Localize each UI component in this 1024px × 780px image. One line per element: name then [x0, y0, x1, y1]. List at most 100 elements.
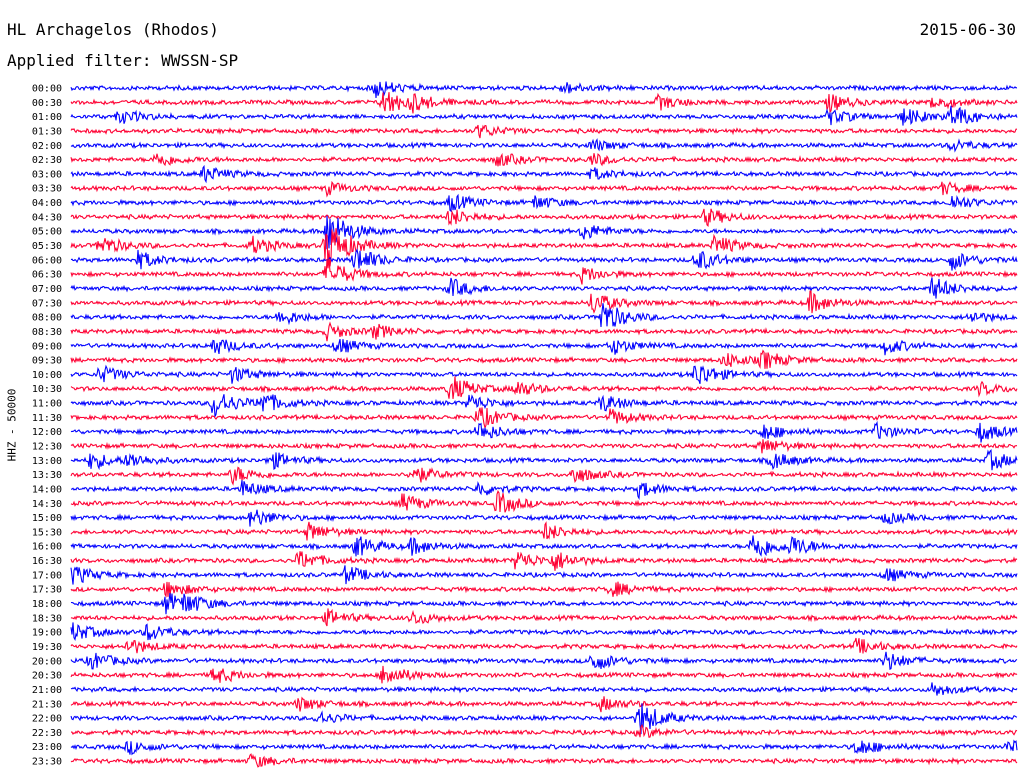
time-tick-label: 11:00: [32, 399, 62, 410]
trace-line: [70, 180, 1018, 198]
time-tick-label: 06:30: [32, 270, 62, 281]
time-tick-labels: 00:00 00:30 01:00 01:30 02:00 02:30 03:00 03:30…: [32, 84, 62, 768]
time-tick-label: 03:00: [32, 169, 62, 180]
trace-line: [70, 665, 1018, 684]
trace-line: [70, 248, 1018, 271]
trace-line: [70, 608, 1018, 627]
trace-line: [70, 228, 1018, 267]
trace-line: [70, 565, 1018, 585]
trace-line: [70, 164, 1018, 184]
time-tick-label: 05:00: [32, 227, 62, 238]
trace-line: [70, 193, 1018, 213]
time-tick-label: 10:00: [32, 370, 62, 381]
trace-line: [70, 258, 1018, 285]
time-tick-label: 08:00: [32, 313, 62, 324]
trace-line: [70, 696, 1018, 713]
trace-line: [70, 753, 1018, 768]
time-tick-label: 23:30: [32, 757, 62, 768]
seismogram-traces: [70, 81, 1018, 768]
time-tick-label: 18:00: [32, 599, 62, 610]
time-tick-label: 00:30: [32, 98, 62, 109]
time-tick-label: 14:30: [32, 499, 62, 510]
trace-line: [70, 208, 1018, 227]
trace-line: [70, 651, 1018, 670]
trace-line: [70, 364, 1018, 384]
trace-line: [70, 739, 1018, 756]
trace-line: [70, 551, 1018, 571]
trace-line: [70, 124, 1017, 139]
trace-line: [70, 215, 1018, 250]
time-tick-label: 00:00: [32, 84, 62, 95]
time-tick-label: 10:30: [32, 384, 62, 395]
time-tick-label: 15:30: [32, 527, 62, 538]
trace-line: [70, 622, 1018, 641]
time-tick-label: 14:00: [32, 484, 62, 495]
trace-line: [70, 581, 1018, 599]
trace-line: [70, 521, 1018, 541]
time-tick-label: 12:30: [32, 442, 62, 453]
time-tick-label: 17:00: [32, 570, 62, 581]
trace-line: [70, 105, 1018, 126]
time-tick-label: 16:00: [32, 542, 62, 553]
trace-line: [70, 81, 1018, 99]
trace-line: [70, 420, 1018, 443]
trace-line: [70, 338, 1018, 356]
trace-line: [70, 303, 1018, 328]
time-tick-label: 19:00: [32, 628, 62, 639]
time-tick-label: 15:00: [32, 513, 62, 524]
time-tick-label: 01:00: [32, 112, 62, 123]
time-tick-label: 12:00: [32, 427, 62, 438]
trace-line: [70, 490, 1018, 513]
time-tick-label: 22:30: [32, 728, 62, 739]
trace-line: [71, 723, 1018, 738]
time-tick-label: 20:00: [32, 656, 62, 667]
time-tick-label: 04:30: [32, 212, 62, 223]
time-tick-label: 07:00: [32, 284, 62, 295]
trace-line: [70, 592, 1018, 615]
time-tick-label: 09:30: [32, 356, 62, 367]
time-tick-label: 04:00: [32, 198, 62, 209]
time-tick-label: 09:00: [32, 341, 62, 352]
trace-line: [70, 407, 1018, 430]
trace-line: [70, 439, 1018, 454]
time-tick-label: 17:30: [32, 585, 62, 596]
time-tick-label: 13:30: [32, 470, 62, 481]
time-tick-label: 16:30: [32, 556, 62, 567]
filter-label: Applied filter: WWSSN-SP: [7, 51, 239, 70]
time-tick-label: 01:30: [32, 126, 62, 137]
time-tick-label: 03:30: [32, 184, 62, 195]
trace-line: [70, 321, 1018, 342]
time-tick-label: 19:30: [32, 642, 62, 653]
trace-line: [70, 138, 1018, 153]
time-tick-label: 02:30: [32, 155, 62, 166]
time-tick-label: 02:00: [32, 141, 62, 152]
trace-line: [70, 535, 1018, 557]
date-label: 2015-06-30: [919, 20, 1016, 39]
time-tick-label: 07:30: [32, 298, 62, 309]
trace-line: [70, 703, 1018, 735]
trace-line: [70, 394, 1018, 417]
trace-line: [70, 92, 1018, 114]
time-tick-label: 20:30: [32, 671, 62, 682]
time-tick-label: 08:30: [32, 327, 62, 338]
time-tick-label: 13:00: [32, 456, 62, 467]
trace-line: [70, 509, 1018, 527]
trace-line: [70, 449, 1018, 471]
trace-line: [70, 349, 1018, 370]
station-title: HL Archagelos (Rhodos): [7, 20, 219, 39]
trace-line: [70, 152, 1018, 167]
time-tick-label: 21:00: [32, 685, 62, 696]
trace-line: [70, 277, 1018, 299]
trace-line: [70, 637, 1018, 654]
time-tick-label: 06:00: [32, 255, 62, 266]
trace-line: [70, 290, 1018, 314]
trace-line: [70, 466, 1018, 486]
time-tick-label: 22:00: [32, 714, 62, 725]
time-tick-label: 11:30: [32, 413, 62, 424]
time-tick-label: 18:30: [32, 613, 62, 624]
channel-label: HHZ - 50000: [5, 388, 19, 462]
trace-line: [70, 376, 1018, 399]
trace-line: [70, 480, 1018, 500]
trace-line: [70, 682, 1018, 696]
